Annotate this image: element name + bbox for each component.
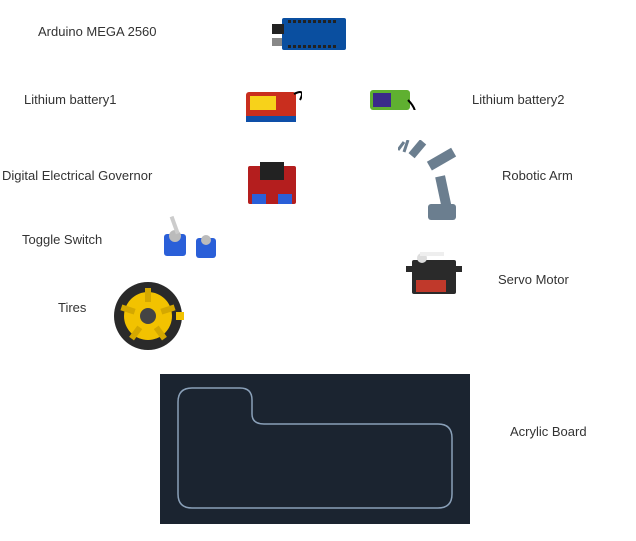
comp-toggle (162, 214, 222, 262)
comp-tire (112, 280, 184, 352)
label-batt2: Lithium battery2 (472, 92, 565, 107)
label-robarm: Robotic Arm (502, 168, 573, 183)
comp-batt2 (370, 90, 418, 110)
acrylic-board (160, 374, 470, 524)
label-servo: Servo Motor (498, 272, 569, 287)
comp-arduino (272, 14, 350, 54)
comp-batt1 (246, 86, 302, 126)
label-governor: Digital Electrical Governor (2, 168, 152, 183)
comp-robarm (398, 140, 484, 226)
label-arduino: Arduino MEGA 2560 (38, 24, 157, 39)
comp-governor (246, 160, 298, 208)
comp-servo (406, 252, 462, 298)
label-batt1: Lithium battery1 (24, 92, 117, 107)
label-toggle: Toggle Switch (22, 232, 102, 247)
label-tires: Tires (58, 300, 86, 315)
label-acrylic: Acrylic Board (510, 424, 587, 439)
